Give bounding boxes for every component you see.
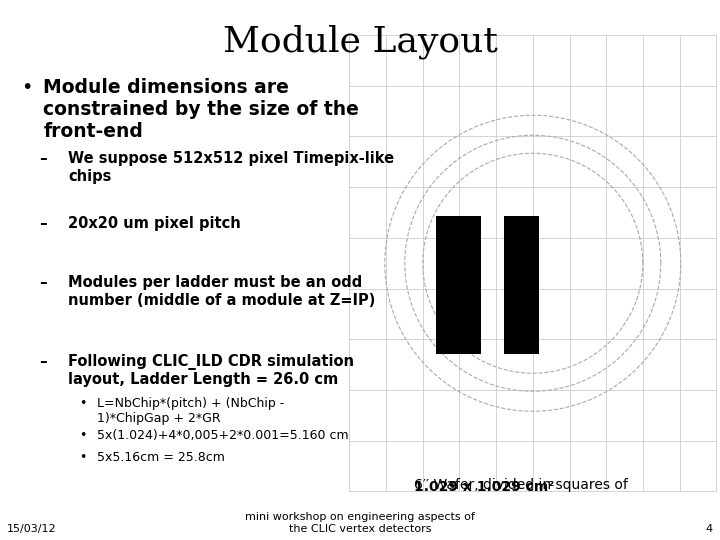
Text: mini workshop on engineering aspects of
the CLIC vertex detectors: mini workshop on engineering aspects of … [245, 512, 475, 534]
Text: 5x(1.024)+4*0,005+2*0.001=5.160 cm: 5x(1.024)+4*0,005+2*0.001=5.160 cm [97, 429, 348, 442]
Bar [504, 216, 539, 354]
Text: 5x5.16cm = 25.8cm: 5x5.16cm = 25.8cm [97, 451, 225, 464]
Text: –: – [40, 354, 48, 369]
Text: 6′′ Wafer, divided in squares of: 6′′ Wafer, divided in squares of [414, 478, 628, 492]
Text: •: • [22, 78, 33, 97]
Text: –: – [40, 275, 48, 291]
Text: 15/03/12: 15/03/12 [7, 523, 57, 534]
Text: –: – [40, 216, 48, 231]
Text: Modules per ladder must be an odd
number (middle of a module at Z=IP): Modules per ladder must be an odd number… [68, 275, 376, 308]
Text: We suppose 512x512 pixel Timepix-like
chips: We suppose 512x512 pixel Timepix-like ch… [68, 151, 395, 184]
Text: 4: 4 [706, 523, 713, 534]
Bar [436, 216, 481, 354]
Text: –: – [40, 151, 48, 166]
Text: •: • [79, 397, 86, 410]
Text: 1.029 x 1.029 cm²: 1.029 x 1.029 cm² [414, 480, 554, 494]
Text: L=NbChip*(pitch) + (NbChip -
1)*ChipGap + 2*GR: L=NbChip*(pitch) + (NbChip - 1)*ChipGap … [97, 397, 284, 425]
Text: •: • [79, 451, 86, 464]
Text: Following CLIC_ILD CDR simulation
layout, Ladder Length = 26.0 cm: Following CLIC_ILD CDR simulation layout… [68, 354, 354, 387]
Text: Module Layout: Module Layout [222, 24, 498, 59]
Text: Module dimensions are
constrained by the size of the
front-end: Module dimensions are constrained by the… [43, 78, 359, 141]
Text: •: • [79, 429, 86, 442]
Text: 20x20 um pixel pitch: 20x20 um pixel pitch [68, 216, 241, 231]
